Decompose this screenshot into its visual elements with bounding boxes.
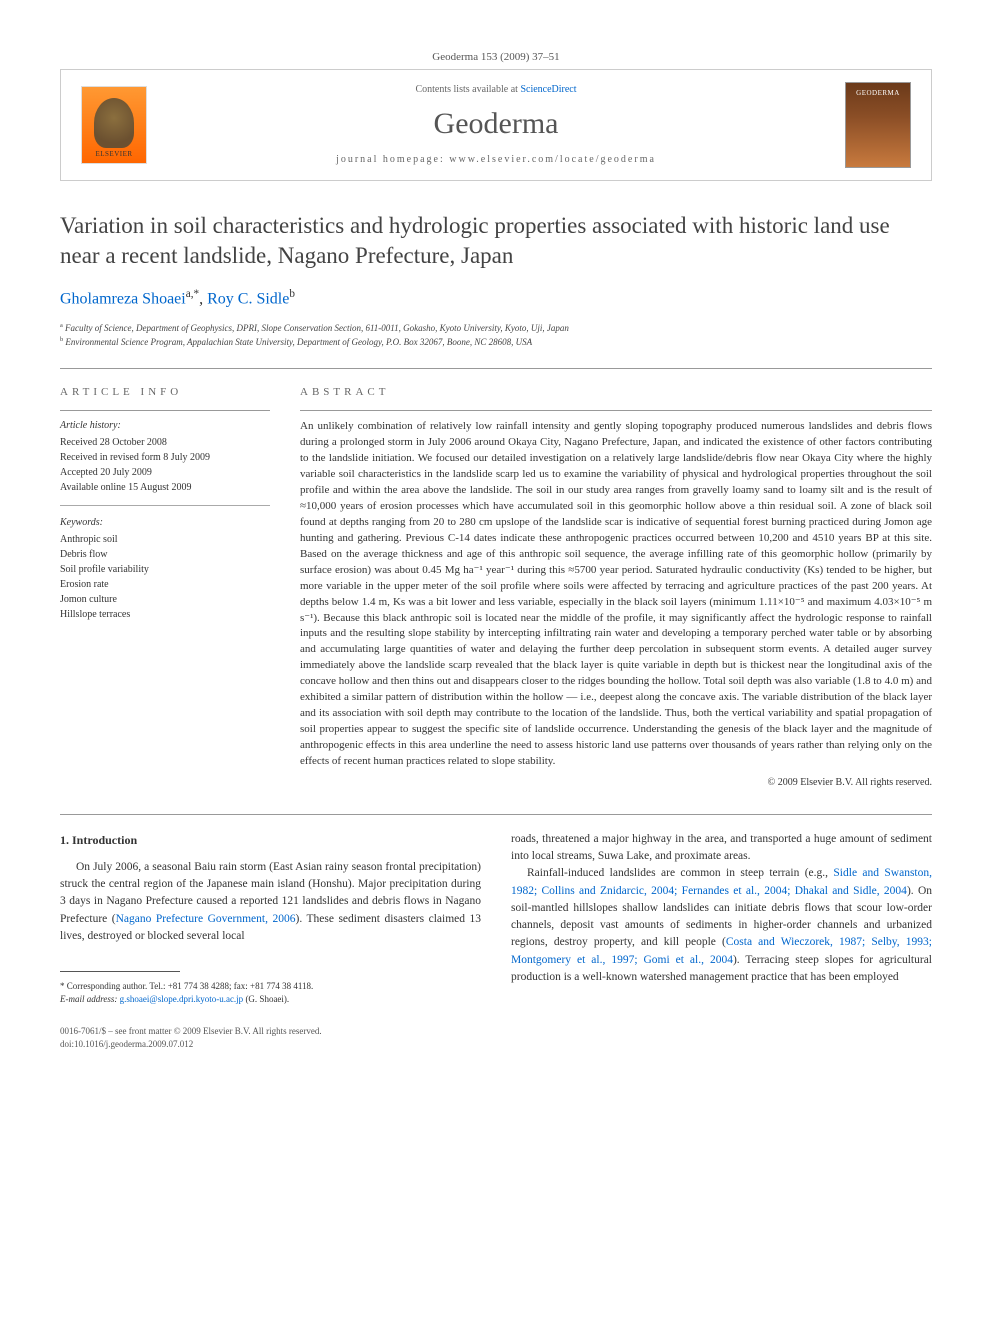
keyword: Erosion rate xyxy=(60,577,270,592)
keyword: Anthropic soil xyxy=(60,532,270,547)
elsevier-logo: ELSEVIER xyxy=(81,86,147,164)
history-label: Article history: xyxy=(60,419,270,433)
article-info-heading: ARTICLE INFO xyxy=(60,385,270,400)
journal-cover-thumbnail: GEODERMA xyxy=(845,82,911,168)
copyright: © 2009 Elsevier B.V. All rights reserved… xyxy=(300,776,932,790)
column-left: 1. Introduction On July 2006, a seasonal… xyxy=(60,831,481,1005)
footer-bar: 0016-7061/$ – see front matter © 2009 El… xyxy=(60,1025,932,1050)
contents-prefix: Contents lists available at xyxy=(415,84,520,95)
corresponding-line1: * Corresponding author. Tel.: +81 774 38… xyxy=(60,980,481,993)
history-online: Available online 15 August 2009 xyxy=(60,480,270,495)
homepage-url[interactable]: www.elsevier.com/locate/geoderma xyxy=(449,154,656,165)
divider xyxy=(300,410,932,411)
journal-homepage: journal homepage: www.elsevier.com/locat… xyxy=(147,153,845,167)
author-1-marks: a,* xyxy=(186,288,199,300)
cover-title: GEODERMA xyxy=(856,89,900,99)
header-center: Contents lists available at ScienceDirec… xyxy=(147,83,845,167)
body-columns: 1. Introduction On July 2006, a seasonal… xyxy=(60,831,932,1005)
email-label: E-mail address: xyxy=(60,994,120,1004)
history-accepted: Accepted 20 July 2009 xyxy=(60,465,270,480)
history-received: Received 28 October 2008 xyxy=(60,435,270,450)
divider xyxy=(60,814,932,815)
author-1[interactable]: Gholamreza Shoaei xyxy=(60,291,186,308)
elsevier-label: ELSEVIER xyxy=(95,150,132,160)
article-history: Article history: Received 28 October 200… xyxy=(60,419,270,506)
article-info: ARTICLE INFO Article history: Received 2… xyxy=(60,385,270,790)
article-title: Variation in soil characteristics and hy… xyxy=(60,211,932,271)
elsevier-tree-icon xyxy=(94,98,134,148)
sciencedirect-link[interactable]: ScienceDirect xyxy=(520,84,576,95)
keywords-block: Keywords: Anthropic soil Debris flow Soi… xyxy=(60,516,270,622)
keyword: Soil profile variability xyxy=(60,562,270,577)
email-link[interactable]: g.shoaei@slope.dpri.kyoto-u.ac.jp xyxy=(120,994,244,1004)
contents-line: Contents lists available at ScienceDirec… xyxy=(147,83,845,97)
reference-link[interactable]: Nagano Prefecture Government, 2006 xyxy=(116,913,296,925)
email-suffix: (G. Shoaei). xyxy=(243,994,289,1004)
section-title: Introduction xyxy=(72,833,137,847)
keyword: Debris flow xyxy=(60,547,270,562)
keyword: Hillslope terraces xyxy=(60,607,270,622)
abstract-body: An unlikely combination of relatively lo… xyxy=(300,419,932,770)
footnote-rule xyxy=(60,971,180,972)
abstract-heading: ABSTRACT xyxy=(300,385,932,400)
keywords-label: Keywords: xyxy=(60,516,270,530)
footer-doi: doi:10.1016/j.geoderma.2009.07.012 xyxy=(60,1038,322,1051)
authors: Gholamreza Shoaeia,*, Roy C. Sidleb xyxy=(60,287,932,311)
column-right: roads, threatened a major highway in the… xyxy=(511,831,932,1005)
journal-name: Geoderma xyxy=(147,103,845,145)
keyword: Jomon culture xyxy=(60,592,270,607)
divider xyxy=(60,368,932,369)
section-heading: 1. Introduction xyxy=(60,831,481,849)
author-2[interactable]: Roy C. Sidle xyxy=(207,291,289,308)
abstract: ABSTRACT An unlikely combination of rela… xyxy=(300,385,932,790)
journal-header-box: ELSEVIER Contents lists available at Sci… xyxy=(60,69,932,181)
affiliation-a: Faculty of Science, Department of Geophy… xyxy=(65,323,569,333)
homepage-prefix: journal homepage: xyxy=(336,154,449,165)
paragraph: On July 2006, a seasonal Baiu rain storm… xyxy=(60,859,481,945)
affiliation-b: Environmental Science Program, Appalachi… xyxy=(65,337,532,347)
history-revised: Received in revised form 8 July 2009 xyxy=(60,450,270,465)
divider xyxy=(60,410,270,411)
paragraph: Rainfall-induced landslides are common i… xyxy=(511,865,932,986)
footer-copyright: 0016-7061/$ – see front matter © 2009 El… xyxy=(60,1025,322,1038)
author-2-marks: b xyxy=(289,288,295,300)
journal-citation: Geoderma 153 (2009) 37–51 xyxy=(60,50,932,65)
paragraph: roads, threatened a major highway in the… xyxy=(511,831,932,866)
body-text: Rainfall-induced landslides are common i… xyxy=(527,867,833,879)
section-number: 1. xyxy=(60,833,69,847)
affiliations: a Faculty of Science, Department of Geop… xyxy=(60,321,932,350)
corresponding-author: * Corresponding author. Tel.: +81 774 38… xyxy=(60,980,481,1005)
footer-left: 0016-7061/$ – see front matter © 2009 El… xyxy=(60,1025,322,1050)
